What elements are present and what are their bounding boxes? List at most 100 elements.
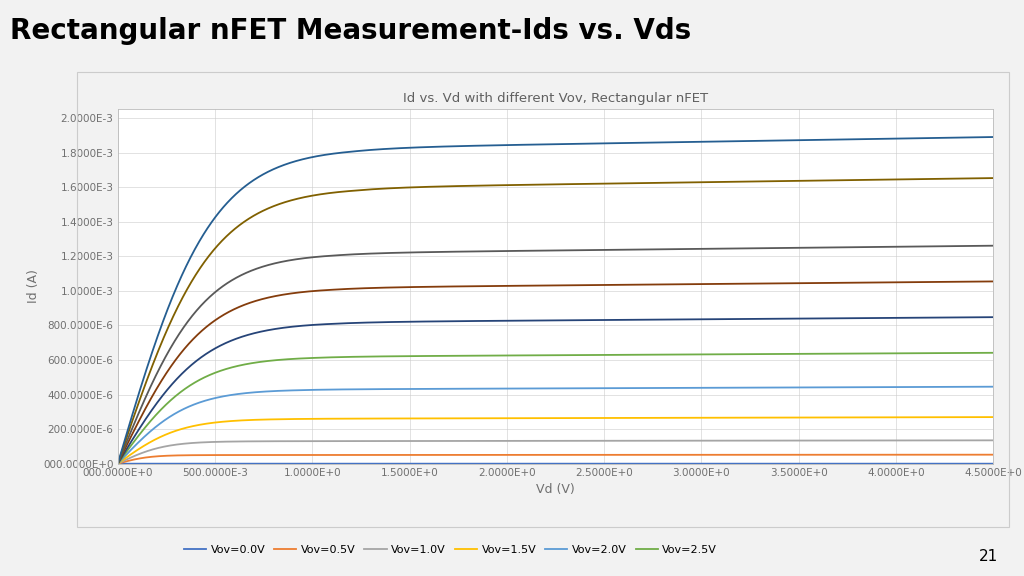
Line: Vov=0.5V: Vov=0.5V	[118, 454, 993, 464]
Vov=0.5V	[157, 453, 169, 460]
Vov=5.0V	[538, 141, 550, 148]
Vov=1.0V	[962, 437, 974, 444]
Line: Vov=5.0V: Vov=5.0V	[118, 137, 993, 464]
Vov=0.5V	[962, 451, 974, 458]
Vov=2.0V	[962, 384, 974, 391]
Vov=0.0V	[801, 460, 813, 467]
Vov=3.5V	[538, 282, 550, 289]
Vov=0.5V	[801, 452, 813, 458]
Vov=4.5V	[538, 181, 550, 188]
Vov=1.0V	[514, 437, 526, 444]
Vov=1.5V	[801, 414, 813, 421]
Vov=2.5V	[987, 349, 999, 356]
Vov=4.0V	[538, 247, 550, 254]
Vov=5.0V	[962, 134, 974, 141]
Vov=2.0V	[962, 384, 974, 391]
Line: Vov=4.5V: Vov=4.5V	[118, 178, 993, 464]
Vov=0.0V	[538, 460, 550, 467]
Vov=1.0V	[801, 437, 813, 444]
Vov=4.5V	[157, 337, 169, 344]
Vov=0.0V	[962, 460, 974, 467]
Vov=2.5V	[962, 350, 974, 357]
Vov=3.0V	[538, 317, 550, 324]
Line: Vov=1.5V: Vov=1.5V	[118, 417, 993, 464]
Vov=1.5V	[112, 460, 124, 467]
Vov=0.0V	[514, 460, 526, 467]
Vov=3.5V	[801, 280, 813, 287]
Vov=2.5V	[801, 350, 813, 357]
Vov=1.5V	[157, 433, 169, 439]
Vov=2.5V	[538, 352, 550, 359]
Vov=1.0V	[538, 437, 550, 444]
Vov=1.5V	[987, 414, 999, 420]
X-axis label: Vd (V): Vd (V)	[537, 483, 574, 497]
Vov=3.0V	[514, 317, 526, 324]
Vov=3.0V	[112, 460, 124, 467]
Vov=0.5V	[514, 452, 526, 458]
Line: Vov=3.0V: Vov=3.0V	[118, 317, 993, 464]
Vov=4.5V	[514, 181, 526, 188]
Line: Vov=3.5V: Vov=3.5V	[118, 282, 993, 464]
Vov=0.5V	[538, 452, 550, 458]
Vov=4.0V	[514, 248, 526, 255]
Vov=0.5V	[962, 451, 974, 458]
Vov=5.0V	[962, 134, 974, 141]
Y-axis label: Id (A): Id (A)	[28, 270, 40, 304]
Vov=1.0V	[157, 444, 169, 450]
Vov=0.0V	[987, 460, 999, 467]
Vov=2.0V	[538, 385, 550, 392]
Vov=5.0V	[801, 137, 813, 143]
Vov=2.0V	[801, 384, 813, 391]
Vov=1.5V	[962, 414, 974, 420]
Vov=3.0V	[157, 392, 169, 399]
Vov=2.5V	[112, 460, 124, 467]
Text: Rectangular nFET Measurement-Ids vs. Vds: Rectangular nFET Measurement-Ids vs. Vds	[10, 17, 691, 46]
Vov=2.0V	[112, 460, 124, 467]
Vov=4.0V	[112, 460, 124, 467]
Vov=3.5V	[112, 460, 124, 467]
Vov=0.5V	[987, 451, 999, 458]
Vov=0.0V	[962, 460, 974, 467]
Vov=4.5V	[801, 177, 813, 184]
Vov=2.0V	[514, 385, 526, 392]
Vov=2.0V	[157, 418, 169, 425]
Vov=1.0V	[112, 460, 124, 467]
Title: Id vs. Vd with different Vov, Rectangular nFET: Id vs. Vd with different Vov, Rectangula…	[403, 93, 708, 105]
Vov=3.0V	[962, 314, 974, 321]
Vov=3.0V	[987, 314, 999, 321]
Vov=2.5V	[962, 350, 974, 357]
Vov=0.5V	[112, 460, 124, 467]
Vov=3.0V	[962, 314, 974, 321]
Vov=0.0V	[157, 460, 169, 467]
Vov=2.0V	[987, 383, 999, 390]
Text: 21: 21	[979, 550, 998, 564]
Vov=3.5V	[987, 278, 999, 285]
Vov=2.5V	[514, 352, 526, 359]
Vov=3.5V	[962, 278, 974, 285]
Vov=1.5V	[514, 415, 526, 422]
Vov=5.0V	[112, 460, 124, 467]
Vov=3.5V	[157, 376, 169, 382]
Line: Vov=4.0V: Vov=4.0V	[118, 246, 993, 464]
Vov=3.0V	[801, 315, 813, 322]
Vov=1.0V	[987, 437, 999, 444]
Vov=2.5V	[157, 405, 169, 412]
Vov=4.0V	[962, 242, 974, 249]
Vov=1.5V	[962, 414, 974, 420]
Vov=4.5V	[112, 460, 124, 467]
Vov=4.0V	[987, 242, 999, 249]
Vov=3.5V	[962, 278, 974, 285]
Vov=4.0V	[962, 242, 974, 249]
Vov=3.5V	[514, 282, 526, 289]
Vov=5.0V	[987, 134, 999, 141]
Vov=1.0V	[962, 437, 974, 444]
Line: Vov=1.0V: Vov=1.0V	[118, 440, 993, 464]
Line: Vov=2.5V: Vov=2.5V	[118, 353, 993, 464]
Vov=0.0V	[112, 460, 124, 467]
Vov=4.5V	[962, 175, 974, 182]
Vov=4.0V	[801, 244, 813, 251]
Vov=5.0V	[157, 320, 169, 327]
Line: Vov=2.0V: Vov=2.0V	[118, 386, 993, 464]
Vov=1.5V	[538, 415, 550, 422]
Vov=4.5V	[987, 175, 999, 181]
